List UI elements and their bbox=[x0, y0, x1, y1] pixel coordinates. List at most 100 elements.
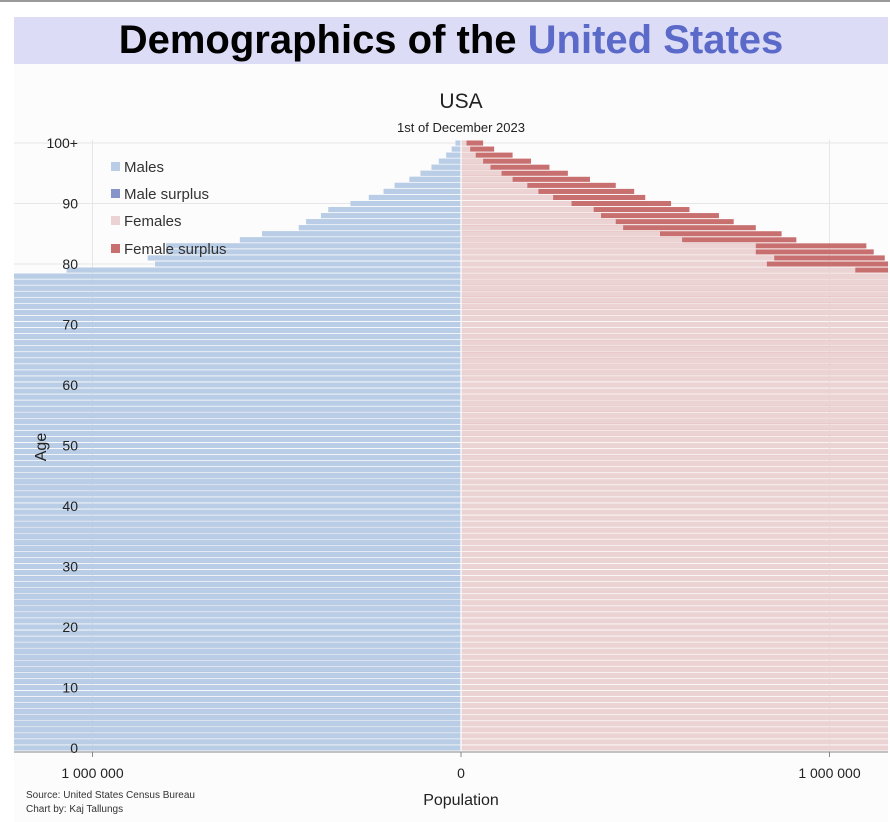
male-bar bbox=[14, 297, 462, 303]
female-bar bbox=[461, 424, 888, 430]
male-bar bbox=[14, 697, 461, 703]
female-bar bbox=[461, 255, 775, 261]
female-bar bbox=[461, 376, 888, 382]
male-bar bbox=[14, 315, 461, 322]
male-bar bbox=[14, 709, 462, 715]
male-bar bbox=[14, 624, 462, 630]
male-bar bbox=[14, 545, 461, 551]
male-bar bbox=[14, 436, 461, 442]
male-bar bbox=[14, 539, 461, 545]
male-bar bbox=[14, 600, 461, 606]
female-bar bbox=[461, 491, 888, 497]
y-tick-label: 20 bbox=[62, 619, 78, 635]
female-bar bbox=[461, 382, 888, 388]
male-bar bbox=[14, 273, 461, 279]
female-bar bbox=[461, 200, 572, 207]
y-tick-label: 50 bbox=[62, 438, 78, 454]
female-bar bbox=[461, 315, 888, 322]
male-bar bbox=[14, 739, 461, 745]
top-rule bbox=[0, 0, 890, 2]
male-bar bbox=[14, 588, 462, 594]
female-bar bbox=[461, 455, 888, 461]
male-bar bbox=[14, 594, 461, 600]
male-bar bbox=[14, 672, 461, 678]
female-bar bbox=[461, 642, 888, 648]
male-bar bbox=[14, 424, 461, 430]
female-bar bbox=[461, 388, 888, 394]
female-surplus-bar bbox=[461, 158, 532, 164]
female-bar bbox=[461, 684, 888, 691]
female-bar bbox=[461, 666, 888, 672]
male-bar bbox=[328, 207, 461, 213]
male-bar bbox=[14, 394, 461, 400]
male-bar bbox=[166, 249, 461, 255]
female-bar bbox=[461, 182, 528, 188]
male-bar bbox=[409, 176, 461, 182]
male-bar bbox=[14, 491, 462, 497]
female-bar bbox=[461, 576, 888, 582]
male-bar bbox=[298, 225, 461, 231]
male-bar bbox=[14, 582, 462, 588]
female-bar bbox=[461, 648, 888, 654]
female-bar bbox=[461, 557, 888, 563]
female-bar bbox=[461, 660, 888, 666]
female-bar bbox=[461, 473, 888, 479]
male-bar bbox=[14, 660, 461, 666]
male-bar bbox=[14, 745, 461, 751]
source-note: Source: United States Census Bureau bbox=[26, 790, 195, 801]
male-bar bbox=[14, 690, 461, 697]
male-bar bbox=[239, 237, 461, 243]
female-bar bbox=[461, 485, 888, 491]
female-bar bbox=[461, 690, 888, 697]
female-bar bbox=[461, 636, 888, 642]
male-bar bbox=[14, 340, 462, 346]
male-bar bbox=[14, 352, 461, 358]
male-bar bbox=[14, 576, 462, 582]
male-bar bbox=[320, 213, 461, 219]
male-bar bbox=[14, 388, 461, 394]
male-bar bbox=[14, 533, 461, 539]
female-bar bbox=[461, 654, 888, 660]
x-axis-label: Population bbox=[423, 792, 499, 809]
male-bar bbox=[14, 467, 461, 473]
female-bar bbox=[461, 733, 888, 739]
female-bar bbox=[461, 358, 888, 364]
female-bar bbox=[461, 273, 888, 279]
female-surplus-bar bbox=[461, 170, 568, 176]
male-bar bbox=[431, 164, 461, 170]
female-bar bbox=[461, 418, 888, 424]
male-bar bbox=[420, 170, 461, 176]
male-bar bbox=[14, 455, 461, 461]
female-bar bbox=[461, 521, 888, 527]
female-bar bbox=[461, 291, 888, 297]
author-note: Chart by: Kaj Tallungs bbox=[26, 804, 123, 815]
female-bar bbox=[461, 237, 683, 243]
banner-highlight: United States bbox=[527, 18, 784, 62]
female-bar bbox=[461, 479, 888, 485]
female-bar bbox=[461, 261, 767, 267]
male-bar bbox=[14, 703, 462, 709]
male-bar bbox=[451, 146, 461, 152]
male-bar bbox=[306, 219, 461, 225]
male-bar bbox=[14, 364, 461, 370]
male-bar bbox=[394, 182, 461, 188]
male-bar bbox=[14, 479, 461, 485]
female-bar bbox=[461, 279, 888, 285]
male-bar bbox=[14, 285, 461, 291]
male-bar bbox=[14, 309, 461, 315]
male-bar bbox=[14, 636, 461, 642]
female-bar bbox=[461, 545, 888, 551]
chart-subtitle: 1st of December 2023 bbox=[397, 120, 525, 135]
female-bar bbox=[461, 400, 888, 406]
female-bar bbox=[461, 207, 594, 213]
male-bar bbox=[14, 684, 461, 691]
female-bar bbox=[461, 328, 888, 334]
y-tick-label: 80 bbox=[62, 256, 78, 272]
male-bar bbox=[14, 606, 462, 612]
female-bar bbox=[461, 321, 888, 328]
male-bar bbox=[14, 461, 461, 467]
female-bar bbox=[461, 370, 888, 376]
female-bar bbox=[461, 231, 660, 237]
male-bar bbox=[14, 376, 461, 382]
female-bar bbox=[461, 412, 888, 418]
